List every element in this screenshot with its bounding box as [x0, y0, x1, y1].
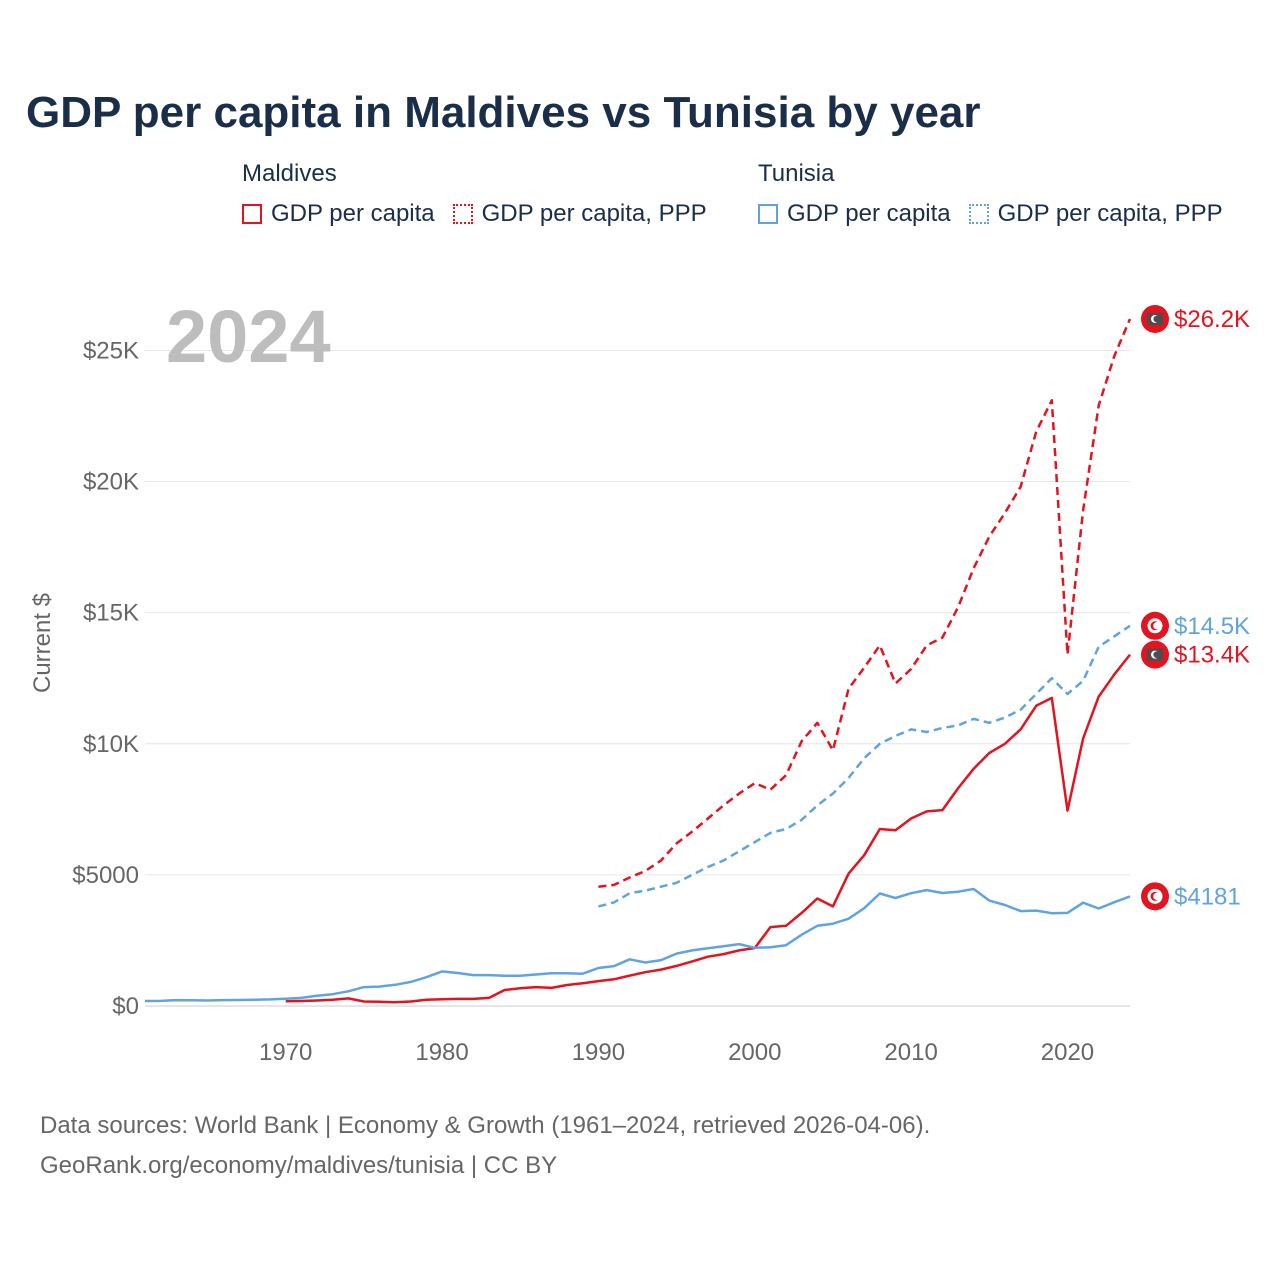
legend-swatch-solid-icon: [758, 204, 778, 224]
end-value-label: $13.4K: [1174, 642, 1250, 669]
footer-attribution: GeoRank.org/economy/maldives/tunisia | C…: [40, 1152, 558, 1179]
y-tick-label: $10K: [83, 731, 139, 758]
legend-item-tunisia-gdp[interactable]: GDP per capita: [758, 200, 951, 228]
x-tick-label: 1980: [415, 1039, 468, 1066]
crescent-cutout: [1153, 622, 1161, 630]
footer-sources: Data sources: World Bank | Economy & Gro…: [40, 1112, 931, 1139]
series-line-tunisia-gdp-per-capita-ppp: [598, 624, 1131, 908]
y-tick-label: $5000: [72, 862, 139, 889]
legend-label: GDP per capita: [787, 200, 951, 227]
y-axis-label: Current $: [29, 593, 56, 693]
x-tick-label: 2000: [728, 1039, 781, 1066]
legend-swatch-dotted-icon: [452, 204, 473, 224]
legend-label: GDP per capita, PPP: [997, 200, 1223, 227]
footer: Data sources: World Bank | Economy & Gro…: [40, 1106, 930, 1186]
series-line-maldives-gdp-per-capita: [285, 653, 1131, 1004]
x-tick-label: 2020: [1041, 1039, 1094, 1066]
end-value-label: $4181: [1174, 883, 1241, 910]
series-line-maldives-gdp-per-capita-ppp: [598, 318, 1132, 888]
legend-heading-maldives: Maldives: [242, 160, 337, 187]
end-marker: [1141, 304, 1169, 333]
legend-heading-tunisia: Tunisia: [758, 160, 835, 187]
y-tick-label: $15K: [83, 600, 139, 627]
x-tick-label: 2010: [884, 1039, 937, 1066]
crescent-cutout: [1153, 892, 1161, 900]
y-tick-label: $25K: [83, 337, 139, 364]
legend-group-tunisia: Tunisia GDP per capita GDP per capita, P…: [758, 160, 1223, 228]
legend-item-tunisia-gdp-ppp[interactable]: GDP per capita, PPP: [968, 200, 1223, 228]
series-line-tunisia-gdp-per-capita: [144, 887, 1131, 1003]
x-tick-label: 1970: [259, 1039, 312, 1066]
crescent-cutout: [1153, 651, 1161, 659]
legend-swatch-dotted-icon: [968, 204, 989, 224]
end-marker: [1141, 611, 1169, 640]
end-value-label: $14.5K: [1174, 613, 1250, 640]
x-tick-label: 1990: [572, 1039, 625, 1066]
y-tick-label: $0: [112, 993, 139, 1020]
legend-label: GDP per capita: [271, 200, 435, 227]
year-watermark: 2024: [166, 295, 331, 378]
legend-item-maldives-gdp-ppp[interactable]: GDP per capita, PPP: [452, 200, 707, 228]
legend-swatch-solid-icon: [242, 204, 262, 224]
legend-group-maldives: Maldives GDP per capita GDP per capita, …: [242, 160, 707, 228]
y-tick-label: $20K: [83, 469, 139, 496]
end-marker: [1141, 882, 1169, 911]
legend-item-maldives-gdp[interactable]: GDP per capita: [242, 200, 435, 228]
page-title: GDP per capita in Maldives vs Tunisia by…: [26, 88, 981, 137]
end-value-label: $26.2K: [1174, 306, 1250, 333]
end-marker: [1141, 640, 1169, 669]
legend-label: GDP per capita, PPP: [481, 200, 707, 227]
crescent-cutout: [1153, 315, 1161, 323]
